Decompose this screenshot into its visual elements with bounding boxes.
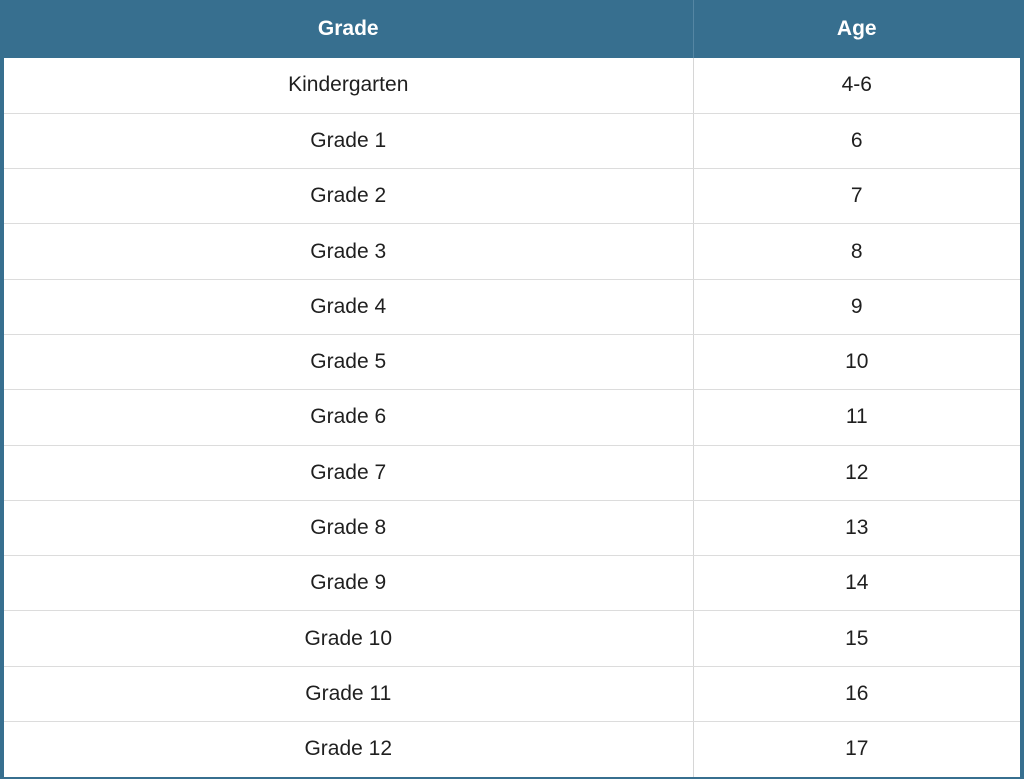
table-row: Grade 8 13 bbox=[4, 500, 1020, 557]
table-row: Grade 12 17 bbox=[4, 721, 1020, 777]
grade-cell: Grade 3 bbox=[4, 223, 694, 280]
age-cell: 13 bbox=[693, 500, 1020, 557]
age-cell: 12 bbox=[693, 445, 1020, 501]
header-row: Grade Age bbox=[4, 0, 1020, 58]
table-row: Grade 10 15 bbox=[4, 610, 1020, 667]
grade-age-table: Grade Age Kindergarten 4-6 Grade 1 6 Grade 2… bbox=[4, 0, 1020, 777]
grade-cell: Grade 4 bbox=[4, 279, 694, 335]
grade-cell: Grade 8 bbox=[4, 500, 694, 557]
grade-cell: Grade 5 bbox=[4, 334, 694, 391]
table-row: Grade 11 16 bbox=[4, 666, 1020, 723]
grade-cell: Grade 12 bbox=[4, 721, 694, 777]
table-row: Grade 5 10 bbox=[4, 334, 1020, 391]
grade-cell: Grade 11 bbox=[4, 666, 694, 723]
grade-cell: Grade 10 bbox=[4, 610, 694, 667]
header-age: Age bbox=[693, 0, 1020, 58]
table-header: Grade Age bbox=[4, 0, 1020, 58]
grade-cell: Grade 1 bbox=[4, 113, 694, 170]
age-cell: 10 bbox=[693, 334, 1020, 391]
age-cell: 4-6 bbox=[693, 58, 1020, 114]
age-cell: 7 bbox=[693, 168, 1020, 225]
age-cell: 6 bbox=[693, 113, 1020, 170]
age-cell: 8 bbox=[693, 223, 1020, 280]
grade-cell: Grade 6 bbox=[4, 389, 694, 446]
age-cell: 14 bbox=[693, 555, 1020, 612]
table-row: Grade 9 14 bbox=[4, 555, 1020, 612]
age-cell: 16 bbox=[693, 666, 1020, 723]
grade-cell: Kindergarten bbox=[4, 58, 694, 114]
grade-cell: Grade 7 bbox=[4, 445, 694, 501]
table-row: Grade 6 11 bbox=[4, 389, 1020, 446]
grade-cell: Grade 9 bbox=[4, 555, 694, 612]
grade-cell: Grade 2 bbox=[4, 168, 694, 225]
age-cell: 15 bbox=[693, 610, 1020, 667]
age-cell: 11 bbox=[693, 389, 1020, 446]
age-cell: 9 bbox=[693, 279, 1020, 335]
table-row: Grade 7 12 bbox=[4, 445, 1020, 501]
table-row: Kindergarten 4-6 bbox=[4, 58, 1020, 114]
header-grade: Grade bbox=[4, 0, 694, 58]
age-cell: 17 bbox=[693, 721, 1020, 777]
